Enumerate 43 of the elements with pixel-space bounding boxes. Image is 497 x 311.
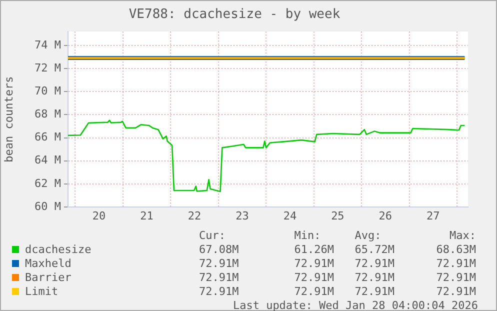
text: Cur: [198,229,226,243]
x-tick-label: 20 [92,209,106,222]
text: 72.91M [198,285,240,299]
legend-label: dcachesize [25,243,92,256]
text: Min: [294,229,322,243]
x-tick-label: 24 [283,209,297,222]
y-tick-label: 62 M [34,176,62,190]
x-tick-label: 23 [236,209,249,222]
text: 68.63M [435,243,476,257]
x-tick-label: 22 [188,209,202,222]
text: 61.26M [294,243,335,257]
legend-label: Barrier [25,271,72,284]
text: 72.91M [294,257,335,271]
x-tick-label: 26 [378,209,392,222]
y-tick-label: 66 M [34,130,62,144]
y-tick-label: 60 M [34,200,62,213]
y-tick-label: 74 M [34,38,62,52]
text: 72.91M [354,271,396,285]
text: Last update: Wed Jan 28 04:00:04 2026 [232,299,478,311]
text: 72.91M [354,257,396,271]
text: 72.91M [435,257,476,271]
x-tick-label: 21 [140,209,154,222]
text: 72.91M [294,285,335,299]
text: 72.91M [435,271,476,285]
y-tick-label: 64 M [34,154,62,167]
y-tick-label: 68 M [34,108,62,121]
text: 65.72M [354,243,396,257]
text: 72.91M [435,285,476,299]
y-tick-label: 72 M [34,61,62,74]
text: 72.91M [198,257,240,271]
text: Avg: [354,229,382,243]
x-tick-label: 25 [331,209,344,222]
text: 67.08M [198,243,240,257]
x-tick-label: 27 [426,209,440,222]
text: 72.91M [198,271,240,285]
legend-label: Limit [25,285,58,298]
y-axis-title: bean counters [2,76,16,162]
text: 72.91M [294,271,335,285]
y-tick-label: 70 M [34,84,62,98]
legend-label: Maxheld [25,257,72,270]
chart-title: VE788: dcachesize - by week [128,7,340,22]
text: 72.91M [354,285,396,299]
text: Max: [448,229,476,243]
